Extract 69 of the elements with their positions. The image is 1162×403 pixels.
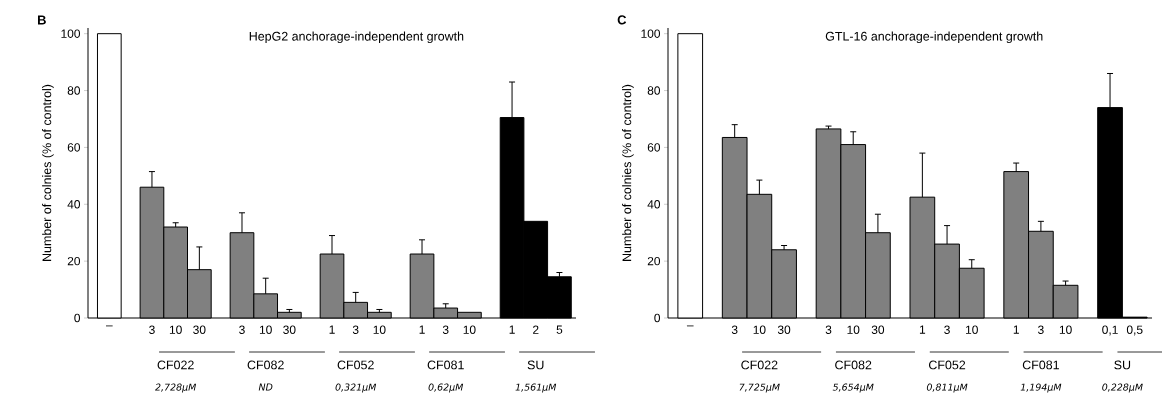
x-tick-label: 10: [169, 325, 182, 334]
y-tick-label: 0: [74, 313, 81, 323]
text: CF022: [741, 360, 778, 370]
y-tick-label: 80: [647, 86, 661, 95]
x-tick-label: 3: [1038, 325, 1044, 334]
y-tick-label: 40: [647, 200, 661, 209]
x-tick-label: 0,5: [1126, 325, 1143, 336]
x-tick-label: 10: [1059, 325, 1072, 334]
x-tick-label: 10: [259, 325, 272, 334]
y-tick-label: 40: [67, 200, 81, 209]
text: B: [37, 15, 46, 25]
text: CF081: [1022, 360, 1059, 370]
x-tick-label: 1: [919, 325, 926, 334]
x-tick-label: 3: [944, 325, 950, 334]
text: SU: [1114, 360, 1131, 370]
x-tick-label: 30: [283, 325, 296, 334]
x-tick-label: 1: [329, 325, 335, 334]
text: C: [617, 15, 627, 25]
y-tick-label: 20: [67, 256, 81, 266]
y-tick-label: 60: [67, 143, 81, 152]
x-tick-label: 0,1: [1102, 325, 1118, 336]
y-tick-label: 20: [647, 256, 661, 266]
y-axis-title: Number of colnies (% of control): [42, 84, 54, 261]
x-tick-label: 1: [1013, 325, 1019, 334]
x-tick-label: 30: [193, 325, 206, 334]
x-tick-label: 10: [966, 325, 978, 334]
x-tick-label: 3: [149, 325, 155, 334]
text: 7,725μM: [739, 383, 780, 393]
text: 0,811μM: [926, 383, 968, 393]
text: CF082: [835, 360, 872, 370]
text: 0,228μM: [1102, 383, 1143, 393]
text: ND: [258, 383, 273, 391]
x-tick-label: 3: [731, 325, 738, 334]
text: 1,561μM: [515, 383, 557, 393]
x-tick-label: 30: [871, 325, 885, 334]
text: CF022: [157, 360, 194, 370]
x-tick-label: 2: [533, 325, 539, 334]
text: CF052: [337, 360, 374, 370]
x-tick-label: 3: [352, 325, 359, 334]
x-tick-label: 30: [777, 325, 791, 334]
text: CF081: [427, 360, 464, 370]
x-tick-label: 10: [373, 325, 386, 334]
x-tick-label: 3: [442, 325, 449, 334]
x-tick-label: –: [686, 325, 694, 327]
x-tick-label: 10: [463, 325, 476, 334]
text: CF082: [247, 360, 284, 370]
text: 5,654μM: [832, 383, 874, 393]
text: SU: [527, 360, 544, 370]
text: CF052: [928, 360, 966, 370]
text: 2,728μM: [155, 383, 197, 393]
y-tick-label: 0: [654, 313, 661, 323]
x-tick-label: 3: [825, 325, 832, 334]
x-tick-label: –: [106, 325, 113, 327]
y-tick-label: 100: [61, 29, 81, 38]
x-tick-label: 5: [556, 325, 563, 334]
text: 0,321μM: [335, 383, 377, 393]
x-tick-label: 10: [753, 325, 766, 334]
x-tick-label: 1: [509, 325, 515, 334]
x-tick-label: 10: [847, 325, 860, 334]
chart-title: GTL-16 anchorage-independent growth: [825, 31, 1043, 44]
text: 0,62μM: [428, 383, 464, 393]
y-tick-label: 100: [641, 29, 661, 38]
y-tick-label: 80: [67, 86, 81, 95]
chart-title: HepG2 anchorage-independent growth: [249, 31, 464, 44]
x-tick-label: 3: [239, 325, 245, 334]
y-tick-label: 60: [647, 143, 661, 152]
text: 1,194μM: [1020, 383, 1062, 393]
y-axis-title: Number of colnies (% of control): [622, 84, 634, 261]
x-tick-label: 1: [419, 325, 425, 334]
